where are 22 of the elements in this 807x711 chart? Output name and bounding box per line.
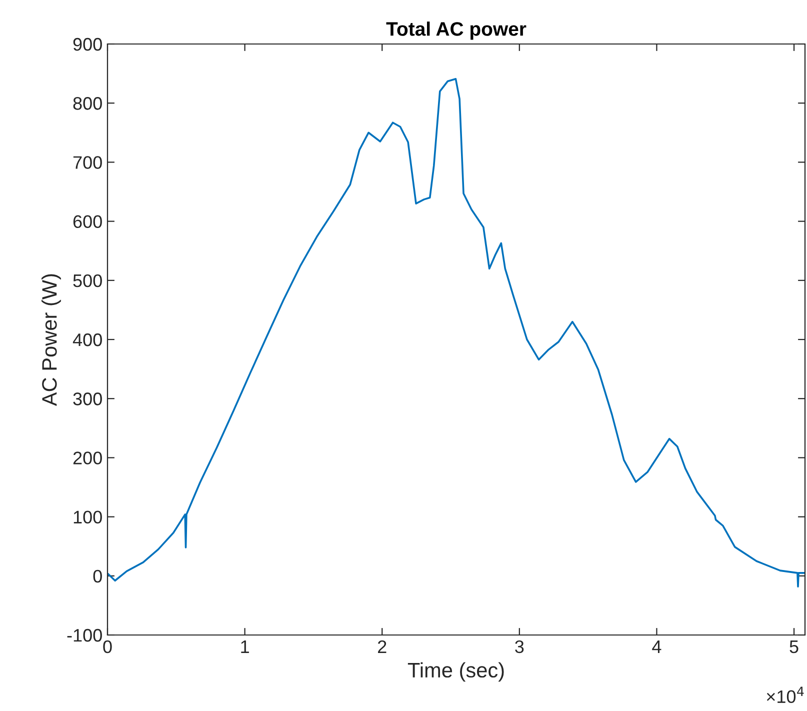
x-tick-label: 4 (652, 640, 662, 653)
x-tick-label: 3 (515, 640, 524, 654)
y-tick-label: 400 (72, 333, 102, 346)
x-axis-title: Time (sec) (408, 662, 504, 682)
x-tick-label: 5 (790, 640, 798, 654)
y-axis-title: AC Power (W) (42, 274, 61, 406)
chart-title: Total AC power (386, 22, 526, 40)
y-tick-label: 500 (73, 274, 102, 288)
y-tick-label: 100 (74, 510, 102, 524)
y-tick-label: 700 (73, 156, 102, 169)
y-tick-label: -100 (67, 628, 102, 642)
x-tick-label: 0 (103, 640, 112, 654)
x-tick-label: 2 (378, 640, 386, 653)
y-tick-label: 800 (73, 97, 102, 110)
text: ×10$^{4}$ (766, 686, 804, 704)
line-series (108, 78, 805, 588)
x-tick-label: 1 (241, 640, 249, 653)
y-tick-label: 600 (73, 215, 102, 228)
y-tick-label: 200 (73, 452, 102, 464)
y-tick-label: 900 (73, 38, 102, 51)
y-tick-label: 300 (73, 392, 102, 406)
y-tick-label: 0 (93, 570, 102, 583)
